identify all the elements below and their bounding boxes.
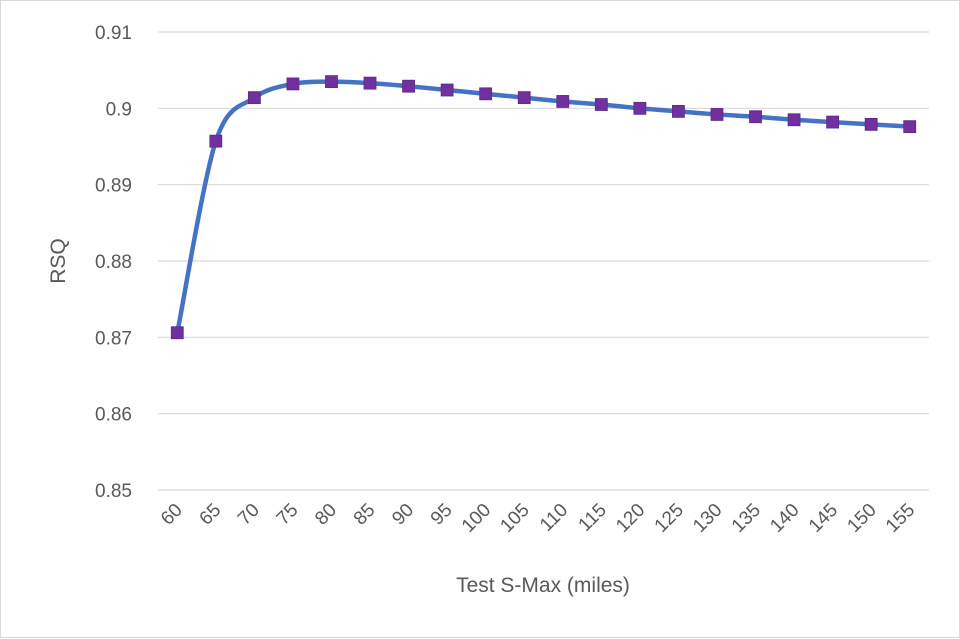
- data-point-115: [594, 98, 608, 111]
- data-point-75: [286, 77, 300, 91]
- x-tick-label: 65: [196, 500, 226, 530]
- y-axis-title: RSQ: [47, 238, 70, 284]
- series-group: [170, 75, 917, 340]
- x-tick-label: 60: [157, 500, 187, 530]
- x-tick-label: 130: [689, 500, 726, 537]
- data-point-155: [903, 120, 917, 134]
- data-point-135: [749, 110, 762, 124]
- data-point-130: [710, 108, 724, 121]
- x-tick-label: 135: [728, 500, 765, 537]
- y-tick-label: 0.89: [95, 176, 132, 197]
- data-point-150: [864, 117, 878, 131]
- x-tick-label: 95: [427, 500, 457, 530]
- x-tick-label: 150: [843, 500, 880, 537]
- x-tick-label: 115: [575, 500, 611, 536]
- data-point-95: [440, 83, 454, 97]
- data-point-60: [170, 326, 184, 340]
- x-tick-label: 140: [766, 500, 803, 537]
- x-tick-label: 120: [612, 500, 649, 537]
- data-point-100: [479, 87, 493, 101]
- y-tick-label: 0.87: [95, 328, 132, 349]
- data-point-80: [325, 75, 338, 89]
- y-tick-label: 0.85: [95, 481, 132, 502]
- y-tick-label: 0.86: [95, 405, 132, 426]
- y-axis-ticks: 0.85 0.86 0.87 0.88 0.89 0.9 0.91: [95, 23, 132, 502]
- gridlines: [158, 31, 929, 491]
- x-tick-label: 85: [350, 500, 380, 530]
- x-tick-label: 155: [882, 500, 919, 537]
- data-point-65: [209, 134, 223, 148]
- x-tick-label: 80: [311, 500, 341, 530]
- y-tick-label: 0.88: [95, 252, 132, 273]
- data-point-70: [247, 91, 261, 105]
- data-point-85: [363, 76, 377, 90]
- x-tick-label: 125: [651, 500, 688, 537]
- data-point-145: [826, 115, 840, 129]
- y-tick-label: 0.91: [95, 23, 132, 44]
- x-tick-label: 100: [458, 500, 495, 537]
- data-point-120: [633, 101, 647, 115]
- x-tick-label: 90: [388, 500, 418, 530]
- x-axis-ticks: 60 65 70 75 80 85 90 95 100 105 110 115 120 125 130 135…: [157, 500, 919, 537]
- y-tick-label: 0.9: [106, 99, 132, 120]
- data-point-125: [672, 104, 685, 118]
- data-point-110: [556, 95, 570, 108]
- x-tick-label: 70: [234, 500, 264, 530]
- x-tick-label: 110: [536, 500, 572, 536]
- x-axis-title: Test S-Max (miles): [456, 574, 630, 597]
- x-tick-label: 75: [273, 500, 303, 530]
- data-point-90: [402, 79, 415, 93]
- data-point-140: [787, 113, 801, 127]
- data-point-105: [517, 91, 531, 105]
- x-tick-label: 145: [805, 500, 842, 537]
- x-tick-label: 105: [496, 500, 533, 537]
